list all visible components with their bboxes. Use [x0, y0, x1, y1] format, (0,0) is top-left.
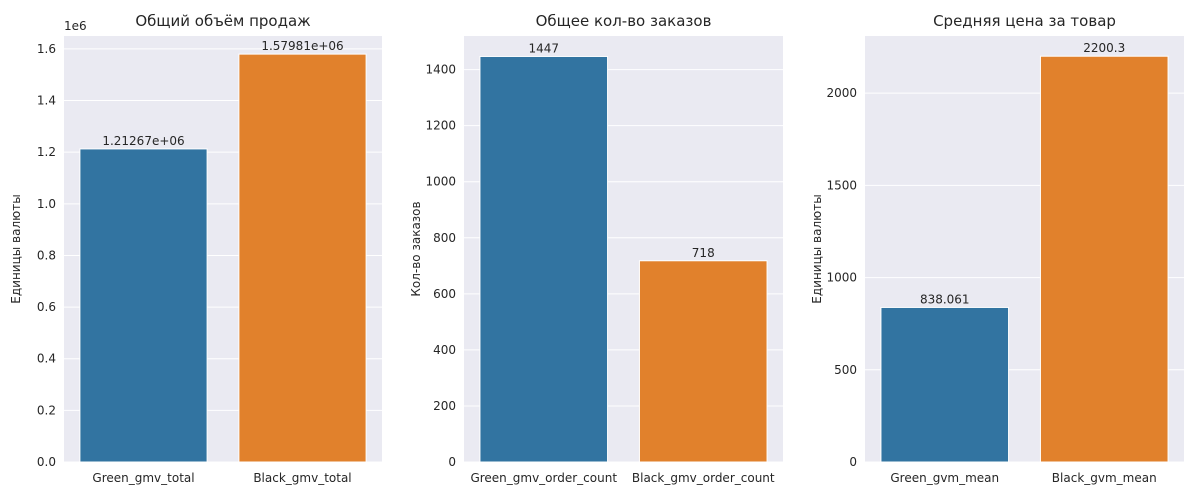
y-axis-label: Единицы валюты	[810, 194, 824, 303]
y-tick-label: 1200	[425, 119, 456, 133]
x-tick-label: Green_gmv_order_count	[470, 471, 617, 485]
bar-Black_gmv_total	[238, 53, 367, 463]
y-tick-label: 1000	[826, 271, 857, 285]
y-tick-label: 500	[834, 363, 857, 377]
chart-panel-2: 0 200 400 600 800 1000 1200 1400 1447 Green_gmv_o…	[409, 12, 783, 485]
y-tick-label: 800	[433, 231, 456, 245]
y-tick-label: 1000	[425, 175, 456, 189]
y-tick-label: 1.6	[37, 42, 56, 56]
y-tick-label: 400	[433, 343, 456, 357]
y-tick-label: 0.0	[37, 455, 56, 469]
chart-title: Средняя цена за товар	[933, 12, 1116, 30]
chart-title: Общее кол-во заказов	[536, 12, 712, 30]
chart-title: Общий объём продаж	[135, 12, 310, 30]
y-tick-label: 1400	[425, 63, 456, 77]
y-tick-label: 1.4	[37, 94, 56, 108]
y-tick-label: 2000	[826, 86, 857, 100]
y-tick-label: 600	[433, 287, 456, 301]
data-label: 838.061	[920, 292, 970, 306]
data-label: 2200.3	[1083, 41, 1125, 55]
x-tick-label: Green_gvm_mean	[890, 471, 999, 485]
data-label: 1.57981e+06	[261, 39, 343, 53]
y-tick-label: 1.2	[37, 145, 56, 159]
data-label: 1.21267e+06	[102, 134, 184, 148]
y-tick-label: 0	[448, 455, 456, 469]
data-label: 1447	[528, 41, 559, 55]
chart-panel-1: 0.0 0.2 0.4 0.6 0.8 1.0 1.2 1.4 1.6 1.21267e+06 Gr…	[9, 12, 382, 485]
data-label: 718	[692, 246, 715, 260]
bar-Green_gmv_order_count	[479, 55, 609, 463]
bar-Green_gvm_mean	[880, 306, 1010, 463]
y-offset-label: 1e6	[64, 19, 87, 33]
y-tick-label: 200	[433, 399, 456, 413]
y-tick-label: 0.4	[37, 352, 56, 366]
x-tick-label: Black_gmv_total	[253, 471, 351, 485]
x-tick-label: Black_gvm_mean	[1052, 471, 1157, 485]
x-tick-label: Green_gmv_total	[92, 471, 194, 485]
bar-Green_gmv_total	[79, 148, 208, 463]
y-axis-label: Единицы валюты	[9, 194, 23, 303]
x-tick-label: Black_gmv_order_count	[632, 471, 775, 485]
bar-Black_gvm_mean	[1039, 55, 1169, 463]
y-tick-label: 0	[849, 455, 857, 469]
y-tick-label: 1.0	[37, 197, 56, 211]
y-tick-label: 0.2	[37, 403, 56, 417]
chart-panel-3: 0 500 1000 1500 2000 838.061 Green_gvm_mean 220…	[810, 12, 1184, 485]
y-tick-label: 1500	[826, 178, 857, 192]
bar-Black_gmv_order_count	[638, 260, 768, 463]
y-tick-label: 0.8	[37, 248, 56, 262]
y-tick-label: 0.6	[37, 300, 56, 314]
y-axis-label: Кол-во заказов	[409, 201, 423, 296]
